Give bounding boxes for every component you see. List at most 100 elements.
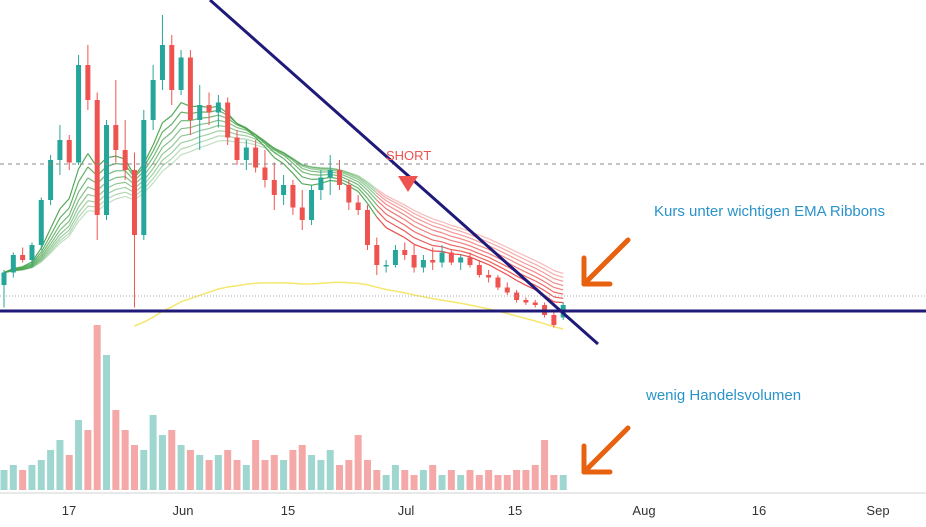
x-tick-label: 15: [281, 503, 295, 518]
ema-ribbon-segment: [413, 243, 424, 249]
ema-ribbon-segment: [50, 208, 61, 229]
ema-ribbon-segment: [404, 204, 415, 211]
ema-ribbon-segment: [274, 149, 284, 155]
ema-ribbon-segment: [273, 149, 284, 156]
ema-ribbon-segment: [395, 213, 406, 221]
volume-bar: [224, 450, 232, 490]
volume-bar: [354, 435, 362, 490]
ema-ribbon-segment: [451, 244, 461, 248]
ema-ribbon-segment: [190, 136, 200, 141]
ema-ribbon-segment: [507, 257, 517, 264]
candle-body: [76, 65, 82, 163]
candlestick: [448, 250, 454, 265]
ema-ribbon-segment: [441, 232, 452, 237]
ema-ribbon-segment: [40, 248, 52, 261]
ema-ribbon-segment: [479, 245, 489, 251]
ema-ribbon-segment: [311, 166, 321, 170]
ema-ribbon-segment: [162, 152, 173, 161]
ema-ribbon-segment: [199, 133, 210, 138]
ema-ribbon-segment: [423, 225, 433, 231]
ema-ribbon-segment: [199, 122, 210, 126]
ema-ribbon-segment: [507, 246, 517, 253]
candlesticks: [1, 15, 566, 328]
ema-ribbon-segment: [544, 276, 555, 284]
candlestick: [122, 120, 128, 180]
candlestick: [29, 242, 35, 268]
candle-body: [206, 105, 212, 113]
candle-body: [364, 210, 370, 245]
short-signal-label: SHORT: [386, 148, 431, 163]
x-tick-label: Sep: [866, 503, 889, 518]
ema-ribbon-segment: [357, 177, 368, 186]
volume-bar: [0, 470, 8, 490]
candle-body: [122, 150, 128, 170]
ema-ribbon-segment: [479, 234, 489, 240]
ema-ribbon-segment: [246, 138, 256, 143]
yellow-moving-average: [134, 281, 564, 330]
ema-ribbon-segment: [385, 219, 396, 227]
candlestick: [309, 185, 315, 225]
x-tick-label: Aug: [632, 503, 655, 518]
ema-ribbon-segment: [50, 234, 61, 248]
ema-ribbon-segment: [22, 262, 33, 269]
ema-ribbon-segment: [413, 220, 424, 227]
candlestick: [104, 120, 110, 220]
ema-ribbon-segment: [376, 204, 387, 215]
candle-body: [66, 140, 72, 163]
ema-ribbon-segment: [497, 261, 508, 268]
candle-body: [523, 300, 529, 303]
ema-ribbon-segment: [404, 214, 415, 222]
candle-body: [411, 255, 417, 268]
x-tick-label: 17: [62, 503, 76, 518]
ema-ribbon-segment: [292, 162, 303, 173]
ema-ribbon-segment: [115, 195, 126, 200]
ema-ribbon-segment: [534, 280, 545, 287]
volume-bar: [513, 470, 521, 490]
ema-ribbon-segment: [460, 246, 471, 251]
candlestick: [420, 255, 426, 273]
ema-ribbon-segment: [283, 152, 294, 159]
candle-body: [57, 140, 63, 160]
ema-ribbon-segment: [22, 267, 33, 271]
ema-ribbon-segment: [162, 115, 173, 124]
ema-ribbon-segment: [432, 244, 443, 248]
ema-ribbon-segment: [553, 273, 564, 278]
ema-ribbon-segment: [357, 191, 368, 204]
ema-ribbon-segment: [385, 213, 396, 221]
ema-ribbon-segment: [516, 251, 527, 257]
ema-ribbon-segment: [162, 139, 173, 148]
ema-ribbon-segment: [302, 176, 312, 180]
candle-body: [150, 80, 156, 120]
candlestick: [551, 312, 557, 328]
ema-ribbon-segment: [264, 142, 275, 150]
ema-ribbon-segment: [245, 127, 256, 135]
candlestick: [355, 195, 361, 215]
ema-ribbon-segment: [264, 145, 275, 151]
ema-ribbon-segment: [50, 240, 61, 252]
ema-ribbon-segment: [423, 235, 433, 241]
ema-ribbon-segment: [68, 216, 80, 234]
ema-ribbon-segment: [460, 254, 471, 258]
ema-ribbon-segment: [171, 148, 182, 160]
downtrend-line: [209, 0, 599, 346]
ema-ribbon-segment: [68, 221, 80, 237]
ema-ribbon-segment: [311, 170, 321, 173]
volume-bar: [177, 445, 185, 490]
ema-ribbon-segment: [22, 266, 33, 271]
ema-ribbon-segment: [40, 234, 52, 253]
ema-ribbon-segment: [283, 154, 294, 161]
ema-ribbon-segment: [31, 251, 42, 264]
ema-ribbon-segment: [423, 241, 433, 247]
ema-ribbon-segment: [544, 281, 555, 288]
candle-body: [94, 100, 100, 215]
ema-ribbon-segment: [348, 176, 359, 183]
candle-body: [1, 272, 7, 285]
volume-bar: [429, 465, 437, 490]
ema-ribbon-segment: [357, 175, 368, 184]
ema-ribbon-segment: [199, 138, 210, 143]
ema-ribbon-segment: [497, 242, 508, 248]
ema-ribbon-segment: [68, 200, 80, 222]
ema-ribbon-segment: [553, 296, 564, 299]
candle-body: [309, 190, 315, 220]
ema-ribbon-segment: [246, 142, 256, 146]
